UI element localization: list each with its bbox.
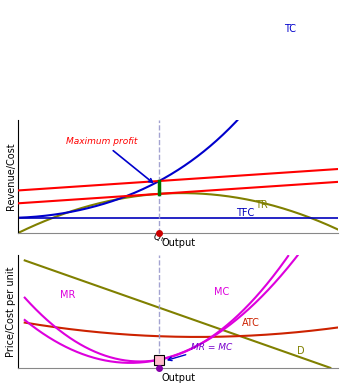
- Text: TC: TC: [284, 24, 296, 34]
- Text: MR: MR: [60, 289, 75, 300]
- Text: MC: MC: [214, 287, 229, 297]
- Text: D: D: [297, 346, 304, 356]
- X-axis label: Output: Output: [161, 238, 195, 249]
- Text: Maximum profit: Maximum profit: [66, 137, 152, 182]
- X-axis label: Output: Output: [161, 373, 195, 384]
- Text: ATC: ATC: [243, 318, 260, 328]
- Y-axis label: Price/Cost per unit: Price/Cost per unit: [6, 266, 15, 357]
- Text: TR: TR: [255, 200, 268, 210]
- Text: $Q_h$: $Q_h$: [153, 231, 165, 244]
- Y-axis label: Revenue/Cost: Revenue/Cost: [6, 143, 15, 210]
- Text: TFC: TFC: [236, 208, 254, 217]
- Text: MR = MC: MR = MC: [168, 343, 233, 361]
